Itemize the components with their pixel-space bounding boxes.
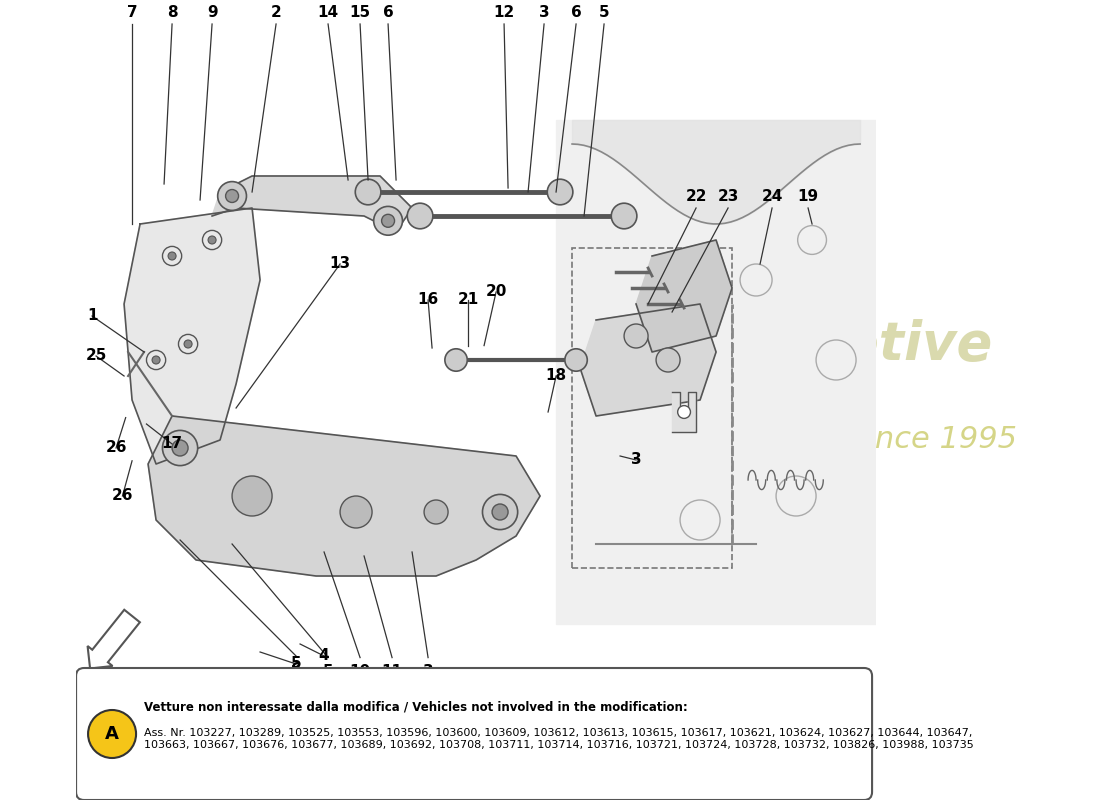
Circle shape bbox=[407, 203, 433, 229]
Circle shape bbox=[152, 356, 161, 364]
FancyArrow shape bbox=[88, 610, 140, 669]
Text: 24: 24 bbox=[761, 189, 783, 204]
Circle shape bbox=[163, 430, 198, 466]
Circle shape bbox=[382, 214, 395, 227]
Circle shape bbox=[88, 710, 136, 758]
Circle shape bbox=[492, 504, 508, 520]
Text: 16: 16 bbox=[417, 293, 439, 307]
Text: 20: 20 bbox=[485, 285, 507, 299]
Text: 15: 15 bbox=[350, 5, 371, 20]
Circle shape bbox=[340, 496, 372, 528]
Text: 9: 9 bbox=[207, 5, 218, 20]
Text: euromotive: euromotive bbox=[652, 319, 992, 371]
Text: 3: 3 bbox=[630, 453, 641, 467]
Text: Ass. Nr. 103227, 103289, 103525, 103553, 103596, 103600, 103609, 103612, 103613,: Ass. Nr. 103227, 103289, 103525, 103553,… bbox=[144, 728, 974, 750]
Polygon shape bbox=[124, 208, 260, 464]
Text: 14: 14 bbox=[318, 5, 339, 20]
Circle shape bbox=[425, 500, 448, 524]
Text: 22: 22 bbox=[685, 189, 707, 204]
Text: 13: 13 bbox=[330, 257, 351, 271]
Circle shape bbox=[218, 182, 246, 210]
Circle shape bbox=[483, 494, 518, 530]
Text: 17: 17 bbox=[162, 437, 183, 451]
Text: A: A bbox=[106, 725, 119, 743]
Text: 21: 21 bbox=[458, 293, 478, 307]
Circle shape bbox=[374, 206, 403, 235]
Text: 3: 3 bbox=[539, 5, 549, 20]
Circle shape bbox=[226, 190, 239, 202]
Text: 11: 11 bbox=[382, 664, 403, 679]
Circle shape bbox=[656, 348, 680, 372]
Text: 6: 6 bbox=[290, 662, 301, 678]
Text: 26: 26 bbox=[112, 489, 133, 503]
Circle shape bbox=[232, 476, 272, 516]
Text: 2: 2 bbox=[271, 5, 282, 20]
Text: 6: 6 bbox=[571, 5, 582, 20]
Text: 6: 6 bbox=[383, 5, 394, 20]
Text: a passion for parts since 1995: a passion for parts since 1995 bbox=[557, 425, 1018, 454]
Text: 10: 10 bbox=[350, 664, 371, 679]
Circle shape bbox=[184, 340, 192, 348]
Polygon shape bbox=[557, 120, 876, 624]
Polygon shape bbox=[580, 304, 716, 416]
Text: 3: 3 bbox=[422, 664, 433, 679]
Circle shape bbox=[172, 440, 188, 456]
Circle shape bbox=[168, 252, 176, 260]
Text: 19: 19 bbox=[798, 189, 818, 204]
Circle shape bbox=[548, 179, 573, 205]
Text: 25: 25 bbox=[86, 349, 107, 363]
Polygon shape bbox=[672, 392, 696, 432]
Circle shape bbox=[444, 349, 468, 371]
Text: 5: 5 bbox=[290, 657, 301, 671]
Circle shape bbox=[678, 406, 691, 418]
Text: 4: 4 bbox=[319, 649, 329, 663]
Polygon shape bbox=[148, 416, 540, 576]
Text: 7: 7 bbox=[126, 5, 138, 20]
Text: 18: 18 bbox=[546, 369, 566, 383]
Polygon shape bbox=[636, 240, 733, 352]
Circle shape bbox=[355, 179, 381, 205]
FancyBboxPatch shape bbox=[76, 668, 872, 800]
Text: Vetture non interessate dalla modifica / Vehicles not involved in the modificati: Vetture non interessate dalla modifica /… bbox=[144, 700, 688, 713]
Text: 23: 23 bbox=[717, 189, 739, 204]
Text: 8: 8 bbox=[167, 5, 177, 20]
Circle shape bbox=[612, 203, 637, 229]
Text: 5: 5 bbox=[322, 664, 333, 679]
Polygon shape bbox=[212, 176, 412, 232]
Text: 1: 1 bbox=[87, 309, 97, 323]
Text: 12: 12 bbox=[494, 5, 515, 20]
Text: 26: 26 bbox=[106, 441, 127, 455]
Circle shape bbox=[565, 349, 587, 371]
Text: 5: 5 bbox=[598, 5, 609, 20]
Circle shape bbox=[624, 324, 648, 348]
Circle shape bbox=[208, 236, 216, 244]
